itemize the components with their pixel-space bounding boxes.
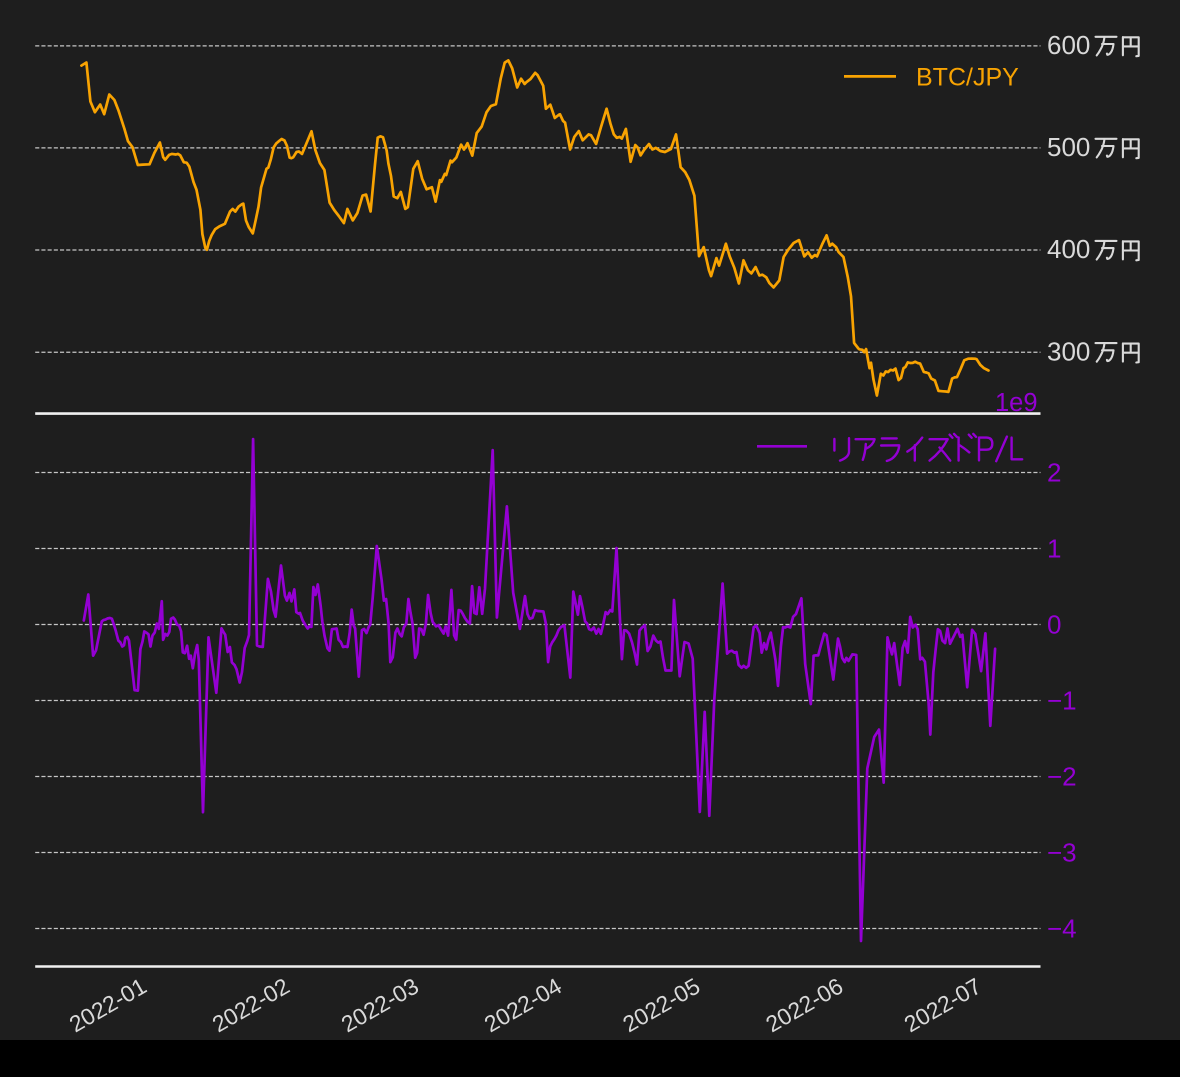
svg-text:300: 300 [1047, 336, 1090, 366]
svg-text:600: 600 [1047, 30, 1090, 60]
svg-text:−2: −2 [1047, 762, 1077, 792]
svg-text:−4: −4 [1047, 914, 1077, 944]
svg-text:400: 400 [1047, 234, 1090, 264]
svg-text:−3: −3 [1047, 838, 1077, 868]
svg-text:BTC/JPY: BTC/JPY [916, 63, 1019, 91]
svg-text:−1: −1 [1047, 686, 1077, 716]
svg-text:500: 500 [1047, 132, 1090, 162]
svg-text:1e9: 1e9 [995, 389, 1038, 417]
svg-text:0: 0 [1047, 610, 1061, 640]
svg-text:1: 1 [1047, 534, 1061, 564]
svg-text:2: 2 [1047, 458, 1061, 488]
